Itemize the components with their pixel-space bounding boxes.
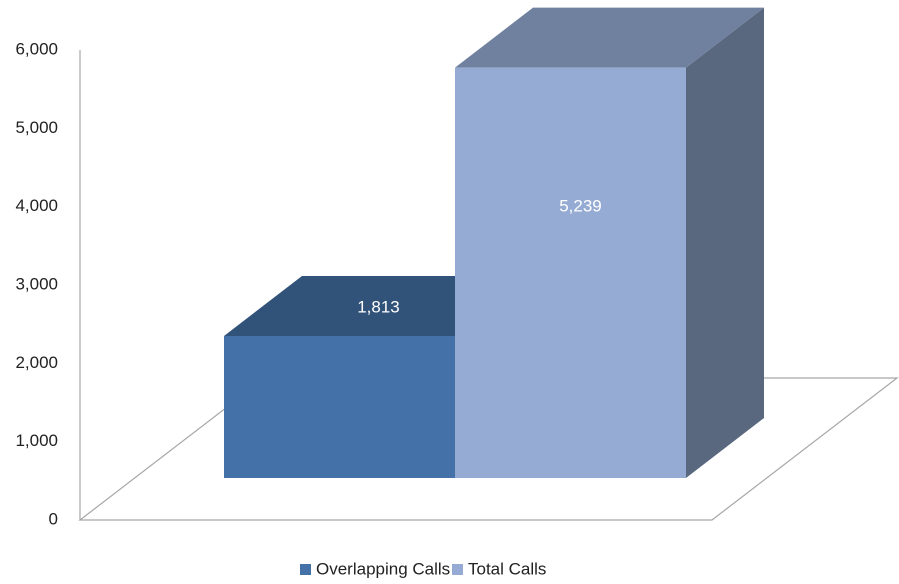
bar-front [455,67,686,478]
bar-front [224,335,455,478]
y-tick-label: 2,000 [15,353,58,372]
data-label: 5,239 [559,197,602,216]
bar-top [455,7,764,68]
floor [78,377,899,521]
bar [455,7,764,479]
bar-side [686,7,764,479]
legend-swatch [300,564,311,575]
y-tick-label: 3,000 [15,274,58,293]
legend-label: Overlapping Calls [316,559,450,578]
y-tick-label: 4,000 [15,196,58,215]
legend-swatch [452,564,463,575]
y-tick-label: 6,000 [15,39,58,58]
y-tick-label: 1,000 [15,431,58,450]
data-label: 1,813 [357,297,400,316]
legend-label: Total Calls [468,559,546,578]
y-tick-label: 0 [49,509,58,528]
y-tick-label: 5,000 [15,118,58,137]
